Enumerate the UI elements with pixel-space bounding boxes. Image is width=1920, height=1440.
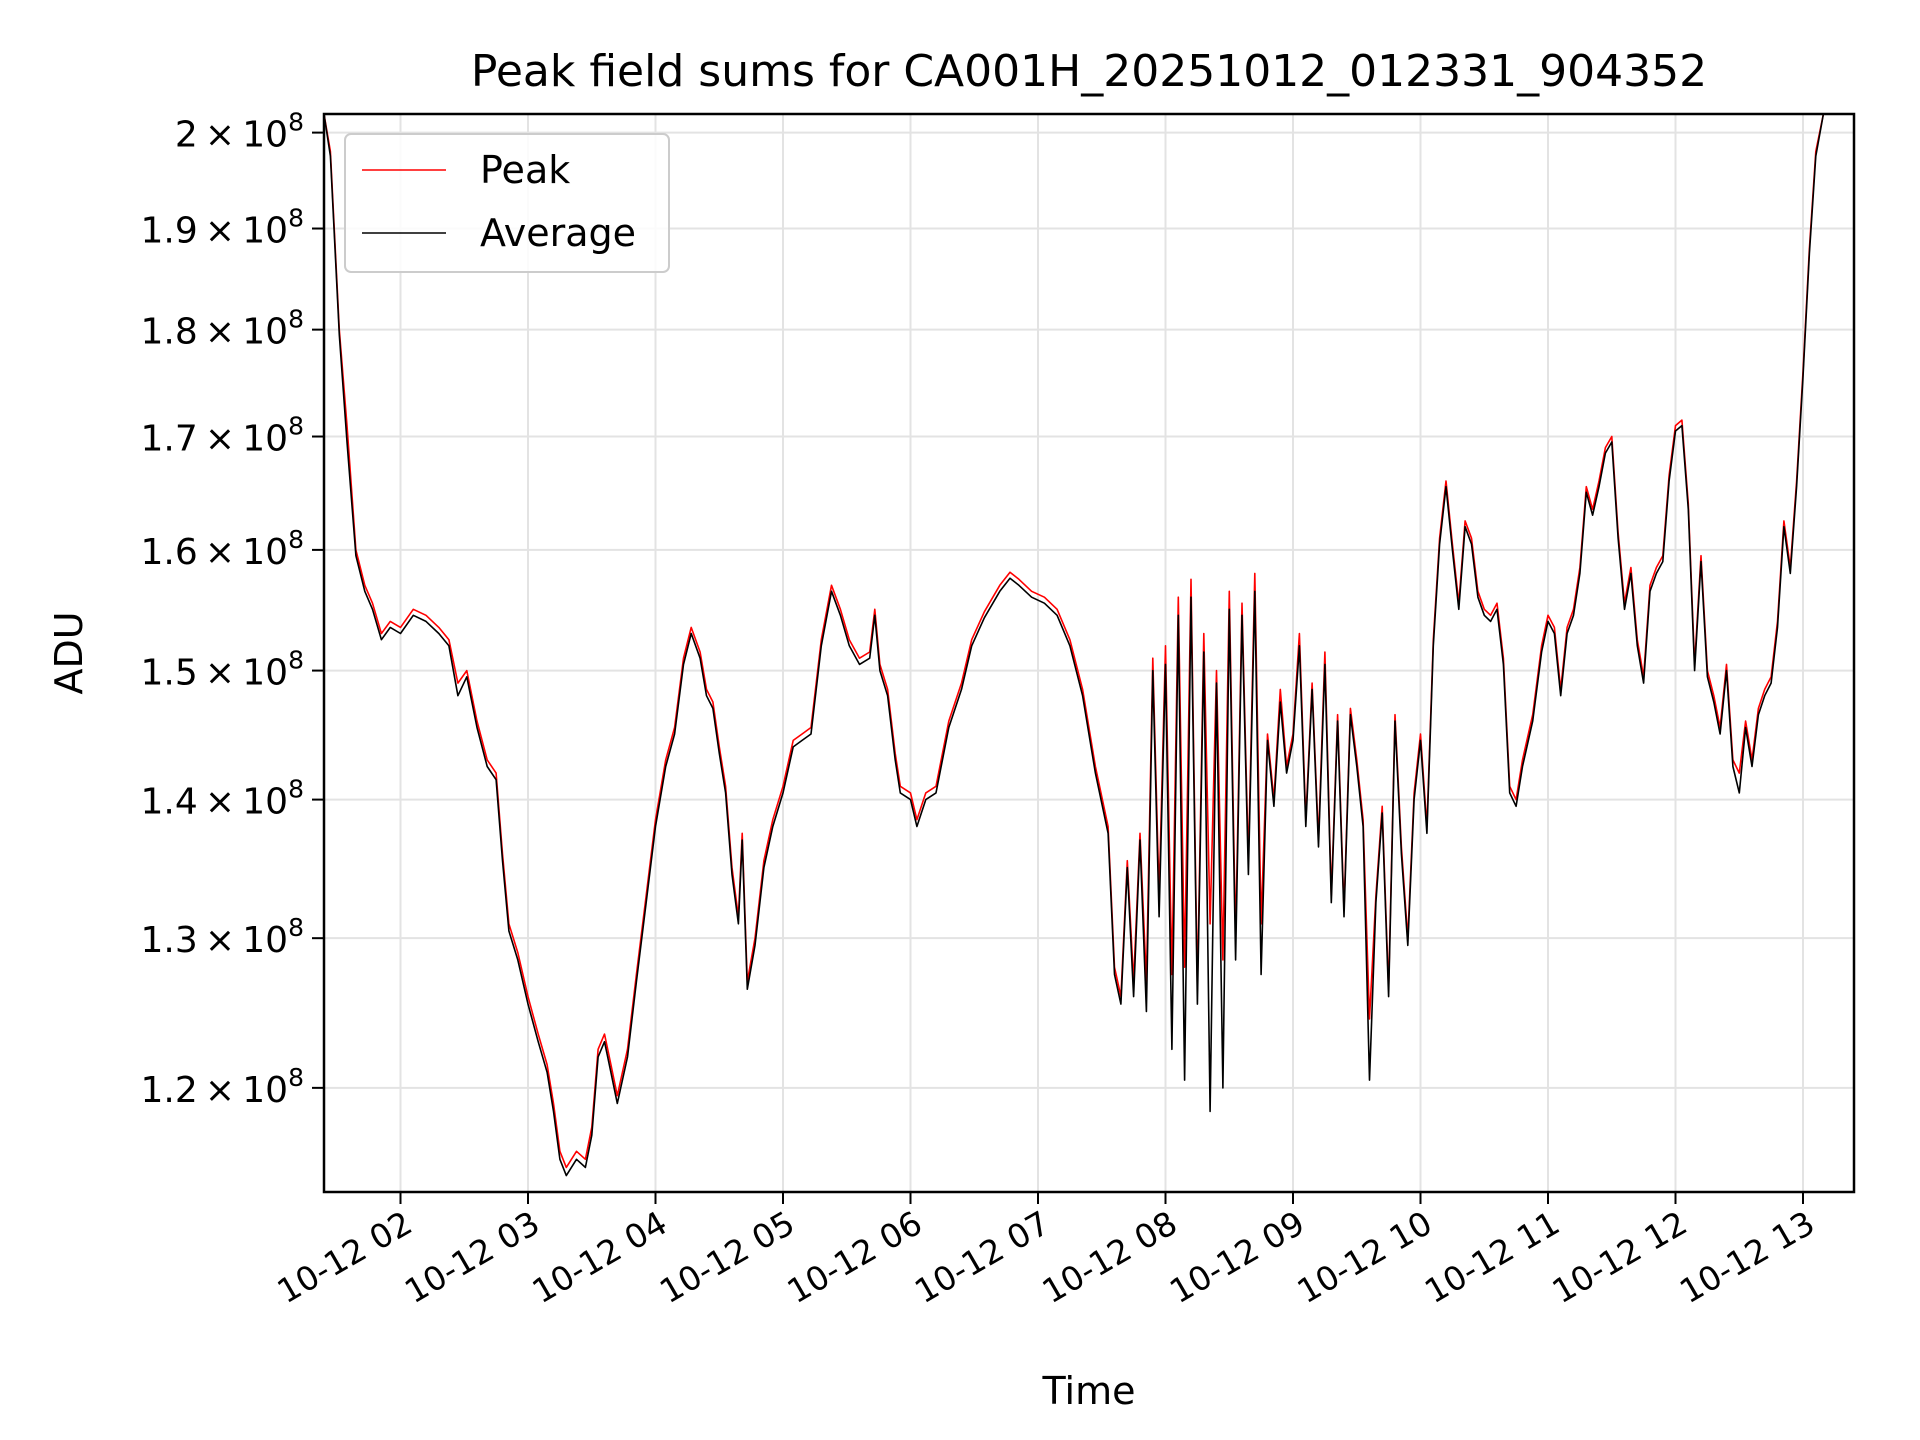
y-tick-label: 1.6 × 108 — [140, 525, 304, 573]
y-tick-exponent: 8 — [288, 412, 304, 441]
y-tick-times: × — [198, 312, 243, 353]
y-tick-label: 1.9 × 108 — [140, 204, 304, 252]
y-tick-base: 10 — [242, 920, 288, 961]
y-tick-mantissa: 2 — [175, 115, 198, 156]
y-tick-base: 10 — [242, 419, 288, 460]
y-tick-label: 1.7 × 108 — [140, 412, 304, 460]
y-axis-label: ADU — [47, 611, 91, 694]
y-tick-base: 10 — [242, 1070, 288, 1111]
y-tick-mantissa: 1.9 — [140, 211, 197, 252]
y-tick-label: 1.2 × 108 — [140, 1063, 304, 1111]
y-tick-label: 1.5 × 108 — [140, 646, 304, 694]
y-tick-base: 10 — [242, 532, 288, 573]
plot-frame — [322, 112, 1856, 1194]
y-tick-times: × — [198, 532, 243, 573]
grid-layer — [324, 114, 1854, 1192]
series-layer — [324, 114, 1825, 1177]
y-tick-mantissa: 1.8 — [140, 312, 197, 353]
y-tick-times: × — [198, 1070, 243, 1111]
y-tick-times: × — [198, 211, 243, 252]
y-tick-mantissa: 1.5 — [140, 653, 197, 694]
y-tick-exponent: 8 — [288, 775, 304, 804]
y-tick-label: 2 × 108 — [175, 108, 304, 156]
y-tick-base: 10 — [242, 653, 288, 694]
y-tick-label: 1.8 × 108 — [140, 305, 304, 353]
y-tick-exponent: 8 — [288, 646, 304, 675]
chart-title: Peak field sums for CA001H_20251012_0123… — [471, 46, 1707, 97]
y-tick-times: × — [198, 653, 243, 694]
y-tick-mantissa: 1.3 — [140, 920, 197, 961]
y-tick-base: 10 — [242, 312, 288, 353]
y-tick-exponent: 8 — [288, 204, 304, 233]
legend-box — [344, 133, 670, 273]
y-tick-exponent: 8 — [288, 108, 304, 137]
x-axis-label: Time — [1042, 1369, 1136, 1413]
y-tick-times: × — [198, 419, 243, 460]
y-tick-base: 10 — [242, 782, 288, 823]
y-tick-label: 1.3 × 108 — [140, 913, 304, 961]
y-tick-times: × — [198, 920, 243, 961]
y-tick-base: 10 — [242, 115, 288, 156]
legend-label-peak: Peak — [480, 148, 570, 192]
legend: Peak Average — [344, 133, 670, 273]
y-tick-exponent: 8 — [288, 1063, 304, 1092]
y-tick-base: 10 — [242, 211, 288, 252]
y-tick-mantissa: 1.2 — [140, 1070, 197, 1111]
y-tick-exponent: 8 — [288, 913, 304, 942]
y-tick-mantissa: 1.7 — [140, 419, 197, 460]
series-line-peak — [324, 114, 1825, 1169]
series-line-average — [324, 114, 1825, 1177]
y-tick-times: × — [198, 115, 243, 156]
y-tick-mantissa: 1.6 — [140, 532, 197, 573]
legend-label-average: Average — [480, 211, 636, 255]
y-tick-label: 1.4 × 108 — [140, 775, 304, 823]
y-tick-exponent: 8 — [288, 305, 304, 334]
y-tick-mantissa: 1.4 — [140, 782, 197, 823]
y-tick-exponent: 8 — [288, 525, 304, 554]
y-tick-times: × — [198, 782, 243, 823]
